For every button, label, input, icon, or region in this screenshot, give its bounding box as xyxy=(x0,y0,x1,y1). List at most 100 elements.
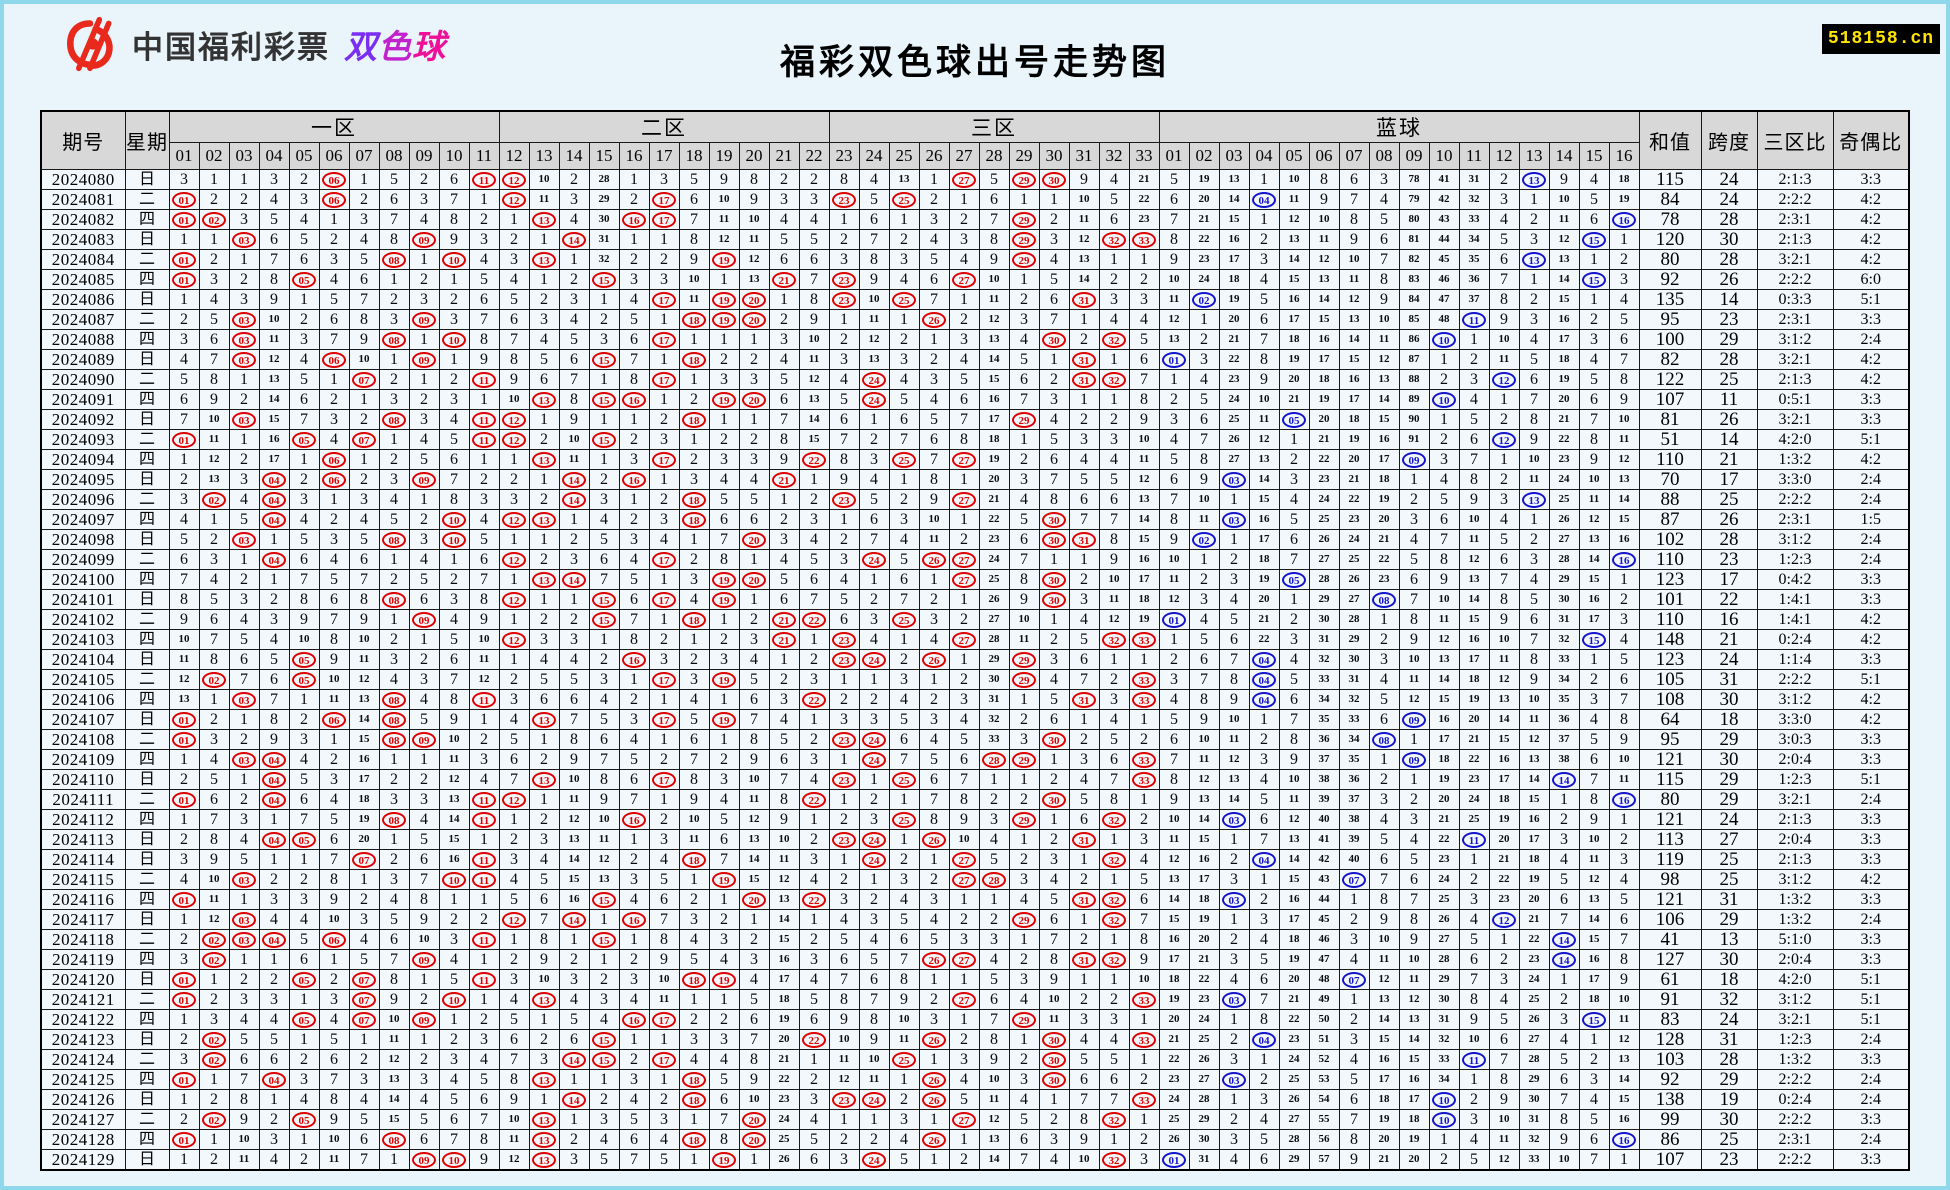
red-ball: 22 xyxy=(802,892,826,908)
blue-miss-cell: 3 xyxy=(1218,569,1250,590)
red-miss-cell: 1 xyxy=(1068,849,1100,870)
zone-ratio-cell: 3:3:0 xyxy=(1756,709,1834,730)
sum-cell: 51 xyxy=(1638,429,1702,450)
blue-miss-cell: 1 xyxy=(1458,1069,1490,1090)
blue-miss-cell: 5 xyxy=(1548,869,1580,890)
blue-miss-cell: 12 xyxy=(1578,869,1610,890)
red-miss-cell: 2 xyxy=(408,989,440,1010)
blue-ball-cell: 07 xyxy=(1338,869,1370,890)
blue-miss-cell: 16 xyxy=(1608,529,1640,550)
red-miss-cell: 1 xyxy=(1098,969,1130,990)
red-ball-cell: 19 xyxy=(708,289,740,310)
red-miss-cell: 5 xyxy=(438,429,470,450)
blue-miss-cell: 10 xyxy=(1488,629,1520,650)
red-miss-cell: 6 xyxy=(288,549,320,570)
red-miss-cell: 8 xyxy=(738,169,770,190)
red-miss-cell: 3 xyxy=(888,869,920,890)
red-ball-cell: 20 xyxy=(738,569,770,590)
red-miss-cell: 2 xyxy=(558,609,590,630)
blue-miss-cell: 6 xyxy=(1578,209,1610,230)
blue-miss-cell: 28 xyxy=(1338,609,1370,630)
red-ball-cell: 02 xyxy=(198,949,230,970)
red-miss-cell: 11 xyxy=(318,1149,350,1171)
red-miss-cell: 7 xyxy=(978,1009,1010,1030)
red-miss-cell: 5 xyxy=(1008,509,1040,530)
blue-miss-cell: 12 xyxy=(1398,689,1430,710)
table-row: 2024094 四 1 12 2 17 1 06 1 2 5 6 1 1 13 11 1 3 17 2 3 3 9 22 8 3 2… xyxy=(40,449,1910,470)
red-miss-cell: 6 xyxy=(1008,1129,1040,1150)
blue-ball-cell: 16 xyxy=(1608,1129,1640,1150)
red-ball: 11 xyxy=(472,432,496,448)
red-miss-cell: 3 xyxy=(378,309,410,330)
red-miss-cell: 11 xyxy=(678,289,710,310)
red-miss-cell: 3 xyxy=(588,669,620,690)
week-cell: 四 xyxy=(124,569,170,590)
red-miss-cell: 7 xyxy=(588,569,620,590)
red-miss-cell: 3 xyxy=(198,1009,230,1030)
red-miss-cell: 5 xyxy=(588,1149,620,1171)
red-miss-cell: 2 xyxy=(888,489,920,510)
red-miss-cell: 1 xyxy=(348,389,380,410)
red-miss-cell: 4 xyxy=(1128,849,1160,870)
red-miss-cell: 11 xyxy=(1098,589,1130,610)
issue-cell: 2024087 xyxy=(40,309,126,330)
red-ball: 05 xyxy=(292,832,316,848)
red-miss-cell: 1 xyxy=(528,789,560,810)
red-ball: 24 xyxy=(862,1092,886,1108)
blue-miss-cell: 3 xyxy=(1578,329,1610,350)
blue-miss-cell: 22 xyxy=(1338,489,1370,510)
red-miss-cell: 2 xyxy=(618,1049,650,1070)
red-ball-cell: 16 xyxy=(618,809,650,830)
issue-cell: 2024080 xyxy=(40,169,126,190)
span-cell: 26 xyxy=(1700,509,1758,530)
red-miss-cell: 9 xyxy=(1098,549,1130,570)
zone-ratio-cell: 2:0:4 xyxy=(1756,749,1834,770)
red-ball: 24 xyxy=(862,552,886,568)
red-miss-cell: 7 xyxy=(768,409,800,430)
blue-miss-cell: 1 xyxy=(1578,289,1610,310)
red-miss-cell: 2 xyxy=(528,549,560,570)
blue-miss-cell: 3 xyxy=(1518,229,1550,250)
red-ball-cell: 27 xyxy=(948,869,980,890)
red-miss-cell: 4 xyxy=(798,969,830,990)
blue-miss-cell: 14 xyxy=(1488,709,1520,730)
red-miss-cell: 4 xyxy=(618,889,650,910)
blue-miss-cell: 2 xyxy=(1548,989,1580,1010)
odd-even-cell: 2:4 xyxy=(1832,329,1910,350)
blue-miss-cell: 26 xyxy=(1428,909,1460,930)
sum-cell: 84 xyxy=(1638,189,1702,210)
table-row: 2024119 四 3 02 1 1 6 1 5 7 09 4 1 2 9 2 1 2 9 5 4 3 16 3 6 5 7 26 27… xyxy=(40,949,1910,970)
red-miss-cell: 1 xyxy=(198,689,230,710)
red-miss-cell: 26 xyxy=(768,1149,800,1171)
red-miss-cell: 3 xyxy=(798,509,830,530)
red-miss-cell: 1 xyxy=(1098,389,1130,410)
red-miss-cell: 19 xyxy=(978,449,1010,470)
red-ball: 31 xyxy=(1072,952,1096,968)
red-miss-cell: 5 xyxy=(618,749,650,770)
blue-miss-cell: 7 xyxy=(1158,489,1190,510)
zone-ratio-cell: 2:1:3 xyxy=(1756,849,1834,870)
red-miss-cell: 10 xyxy=(858,289,890,310)
blue-miss-cell: 11 xyxy=(1608,769,1640,790)
red-ball-cell: 18 xyxy=(678,1129,710,1150)
blue-ball: 03 xyxy=(1222,512,1246,528)
red-miss-cell: 1 xyxy=(648,789,680,810)
red-miss-cell: 32 xyxy=(978,709,1010,730)
blue-miss-cell: 4 xyxy=(1248,769,1280,790)
red-miss-cell: 1 xyxy=(528,469,560,490)
red-miss-cell: 5 xyxy=(978,969,1010,990)
red-miss-cell: 9 xyxy=(738,189,770,210)
issue-cell: 2024092 xyxy=(40,409,126,430)
blue-ball: 15 xyxy=(1582,272,1606,288)
blue-ball: 16 xyxy=(1612,792,1636,808)
blue-miss-cell: 7 xyxy=(1158,749,1190,770)
week-cell: 四 xyxy=(124,209,170,230)
blue-miss-cell: 9 xyxy=(1608,729,1640,750)
red-miss-cell: 2 xyxy=(858,1129,890,1150)
red-ball-cell: 17 xyxy=(648,709,680,730)
blue-miss-cell: 21 xyxy=(1548,409,1580,430)
blue-ball-cell: 14 xyxy=(1548,929,1580,950)
blue-miss-cell: 32 xyxy=(1458,189,1490,210)
red-miss-cell: 2 xyxy=(858,429,890,450)
blue-miss-cell: 15 xyxy=(1338,349,1370,370)
